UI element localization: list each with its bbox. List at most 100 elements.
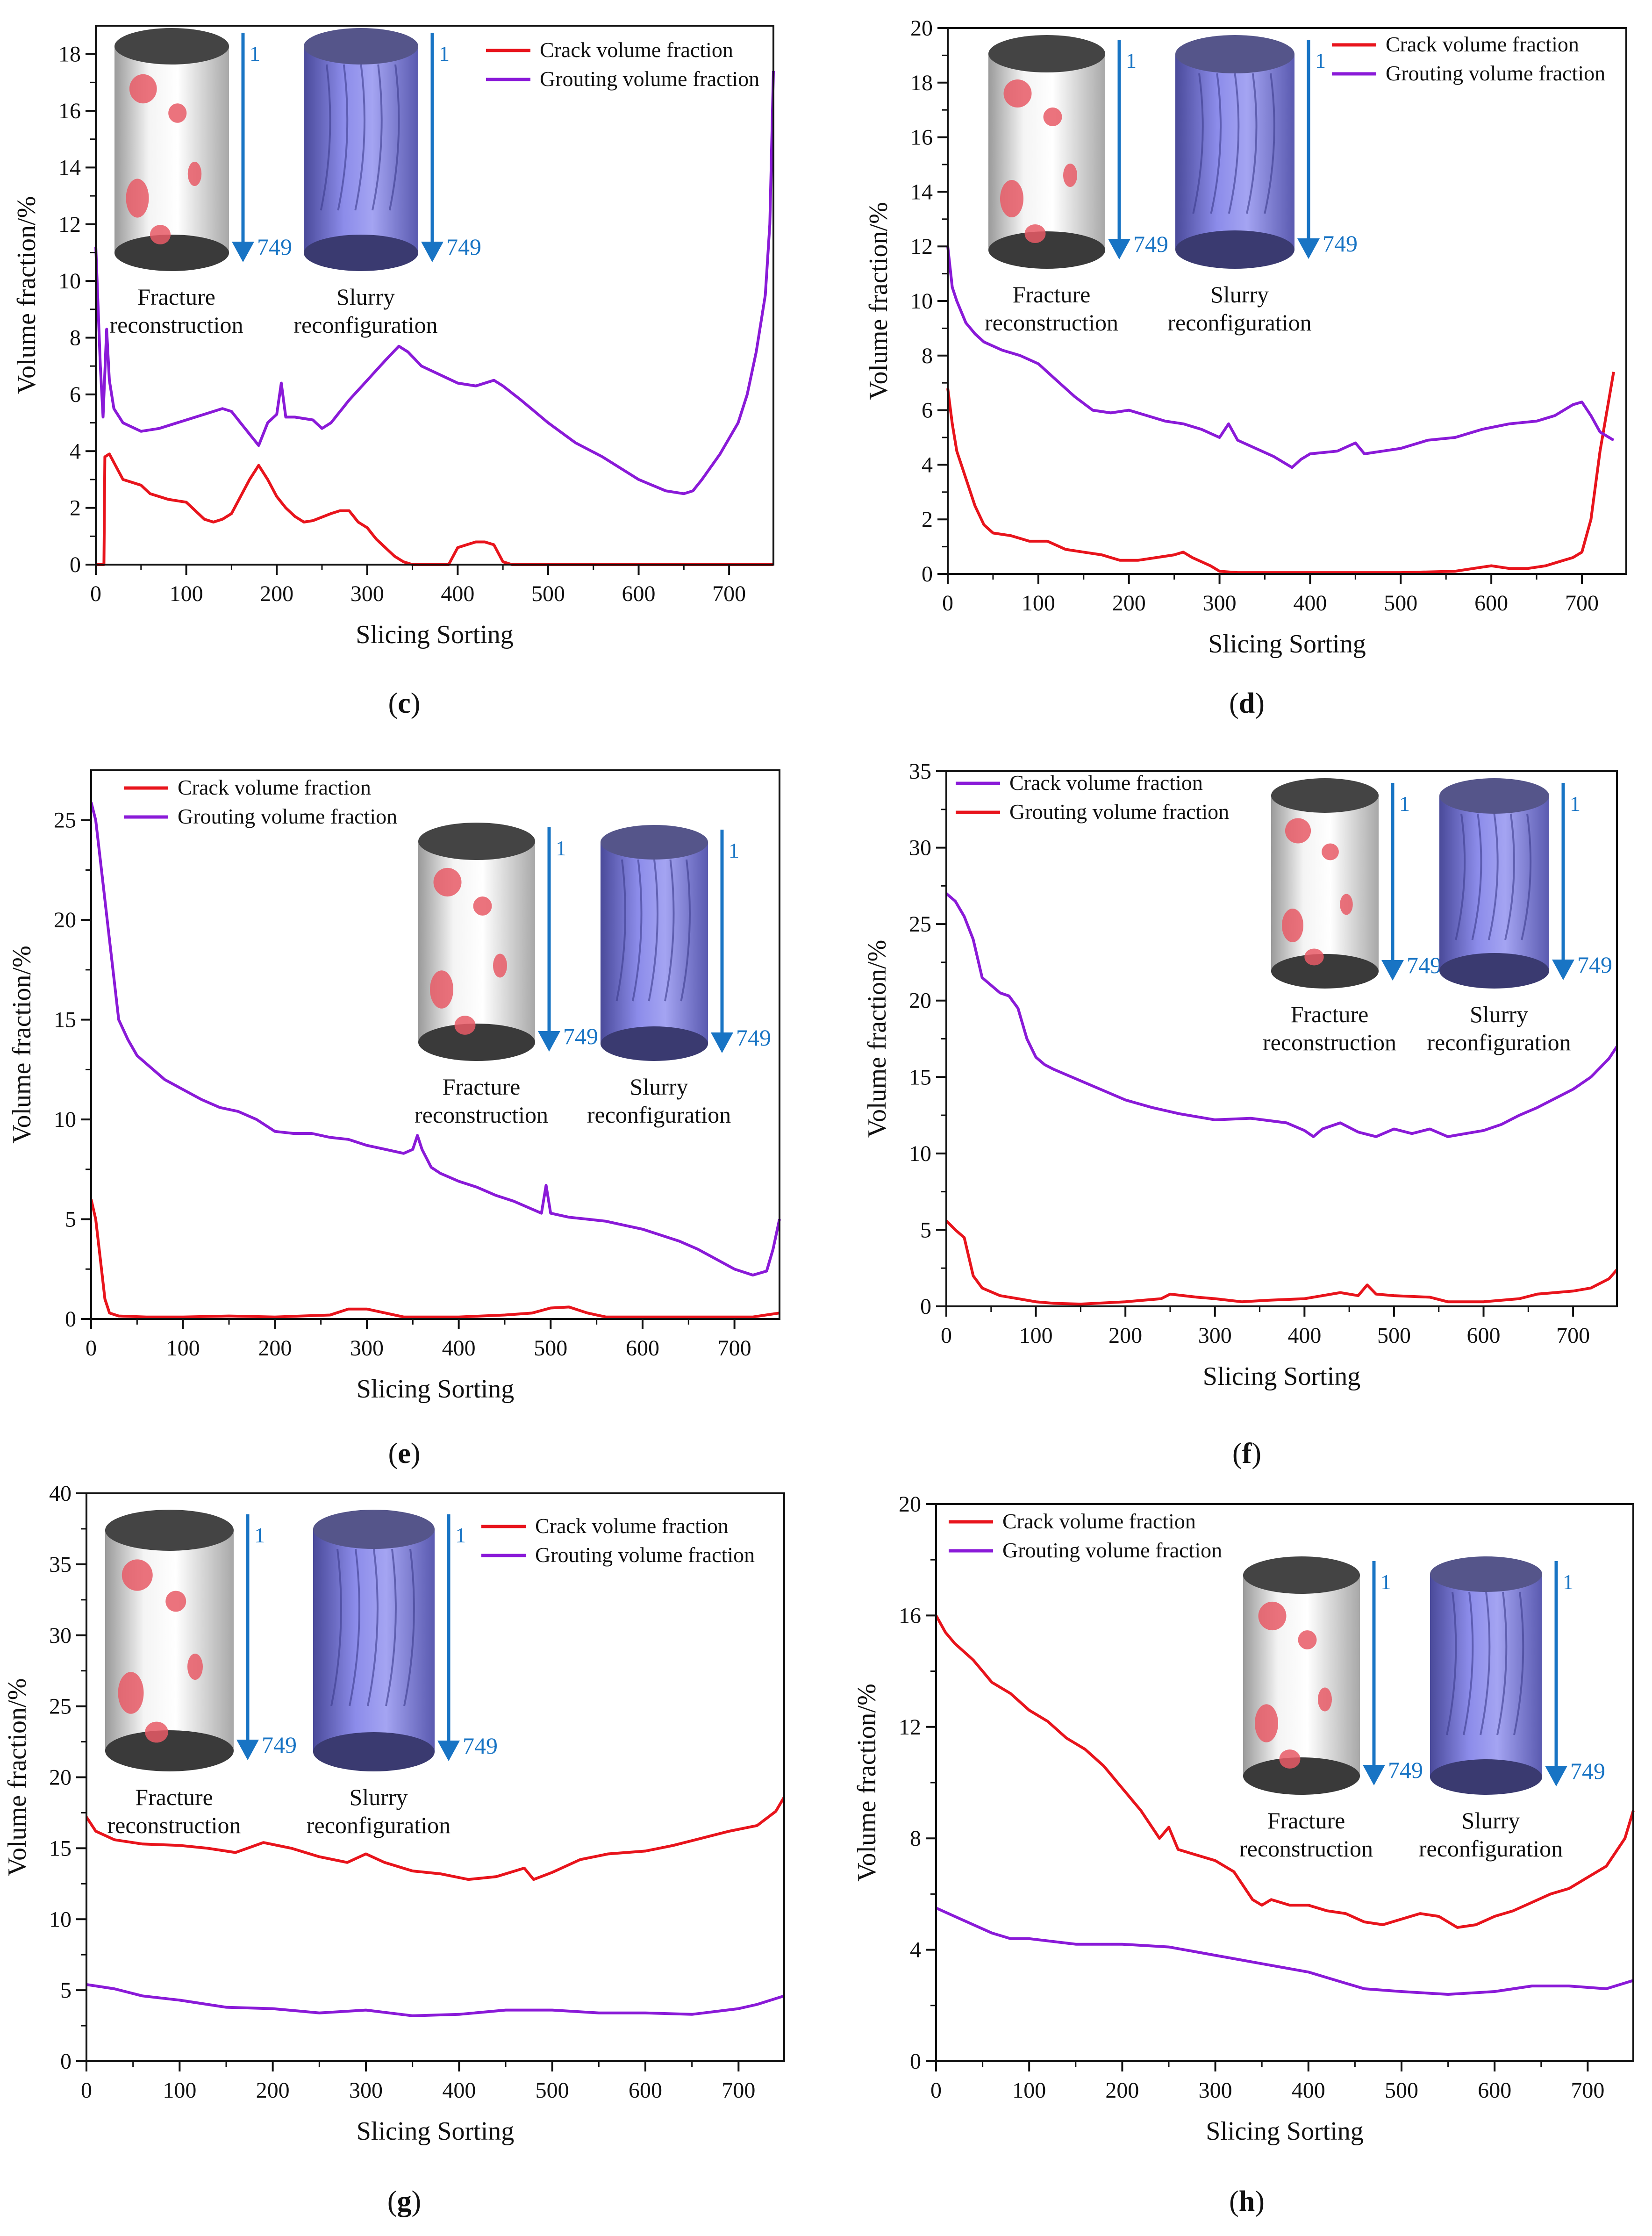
fracture-patch (1003, 79, 1032, 108)
legend-label-1: Crack volume fraction (535, 1514, 729, 1538)
slurry-streak (1488, 813, 1499, 940)
legend-label-2: Grouting volume fraction (1009, 800, 1229, 824)
series-line-1 (945, 892, 1618, 1138)
arrow-top-label: 1 (1126, 49, 1137, 72)
fracture-patch (187, 162, 202, 186)
panel-caption: (g) (387, 2186, 421, 2217)
y-tick-label: 35 (49, 1552, 72, 1577)
inset-caption-line-1: Slurry (630, 1074, 688, 1100)
series-line-2 (94, 71, 775, 495)
cylinder-bottom (313, 1732, 435, 1771)
inset-caption-line-1: Fracture (1291, 1001, 1369, 1027)
depth-arrow-head (1363, 1765, 1385, 1785)
x-tick-label: 300 (1198, 1323, 1232, 1348)
fracture-patch (1298, 1630, 1317, 1649)
cylinder-body (114, 46, 229, 253)
legend-label-2: Grouting volume fraction (178, 804, 397, 828)
depth-arrow-head (236, 1740, 259, 1760)
arrow-bottom-label: 749 (262, 1732, 297, 1758)
y-tick-label: 6 (922, 398, 933, 423)
y-tick-label: 15 (49, 1836, 72, 1861)
legend-label-2: Grouting volume fraction (1002, 1538, 1222, 1562)
arrow-bottom-label: 749 (257, 234, 292, 260)
caption-paren-open: ( (1229, 688, 1239, 719)
caption-paren-close: ) (1255, 2186, 1265, 2217)
fracture-patch (150, 225, 171, 244)
x-tick-label: 200 (1105, 2078, 1139, 2103)
arrow-bottom-label: 749 (1570, 1758, 1605, 1784)
inset-caption-line-2: reconfiguration (1427, 1029, 1571, 1055)
fracture-patch (1340, 894, 1353, 915)
x-tick-label: 400 (441, 581, 474, 606)
slurry-streak (680, 859, 691, 1002)
slurry-streak (337, 64, 349, 211)
x-tick-label: 0 (941, 1323, 952, 1348)
inset-caption-line-1: Fracture (1013, 281, 1091, 308)
cylinder-bottom (1439, 953, 1549, 989)
x-axis-label: Slicing Sorting (356, 620, 514, 649)
inset-caption-line-1: Slurry (1470, 1001, 1528, 1027)
y-tick-label: 0 (70, 552, 81, 577)
y-tick-label: 0 (920, 1294, 931, 1319)
cylinder-top (1430, 1556, 1542, 1592)
y-tick-label: 25 (54, 808, 76, 833)
caption-paren-open: ( (388, 1438, 398, 1469)
x-axis-label: Slicing Sorting (357, 2117, 515, 2146)
arrow-bottom-label: 749 (1577, 952, 1612, 978)
fracture-patch (1285, 818, 1311, 844)
slurry-streak (385, 1548, 397, 1706)
x-tick-label: 0 (942, 591, 953, 616)
series-line-2 (86, 1983, 785, 2017)
x-tick-label: 0 (90, 581, 101, 606)
fracture-patch (1063, 164, 1077, 187)
y-tick-label: 14 (910, 179, 933, 204)
slurry-streak (615, 859, 627, 1002)
cylinder-bottom (418, 1024, 535, 1061)
depth-arrow-head (1545, 1766, 1567, 1786)
depth-arrow-head (711, 1032, 733, 1053)
slurry-streak (1192, 73, 1204, 214)
y-tick-label: 5 (920, 1218, 931, 1242)
slurry-streak (648, 859, 659, 1002)
slurry-streak (1246, 73, 1258, 214)
depth-arrow-head (538, 1031, 560, 1052)
y-tick-label: 10 (910, 289, 933, 314)
inset-caption-line-2: reconstruction (1239, 1835, 1373, 1862)
y-tick-label: 8 (910, 1826, 921, 1851)
x-tick-label: 0 (86, 1336, 97, 1361)
arrow-bottom-label: 749 (1407, 952, 1442, 978)
y-tick-label: 10 (58, 269, 81, 294)
x-tick-label: 700 (718, 1336, 751, 1361)
legend-label-1: Crack volume fraction (1002, 1509, 1196, 1533)
series-line-1 (90, 1199, 780, 1319)
cylinder-top (1243, 1556, 1360, 1594)
x-tick-label: 200 (258, 1336, 292, 1361)
y-tick-label: 20 (910, 16, 933, 41)
panel-caption: (f) (1232, 1438, 1261, 1469)
series-line-1 (946, 372, 1615, 574)
cylinder-bottom (105, 1730, 234, 1771)
cylinder-top (304, 28, 418, 64)
x-tick-label: 500 (534, 1336, 567, 1361)
panel-label: f (1242, 1438, 1252, 1469)
fracture-patch (1279, 1749, 1301, 1769)
cylinder-body (313, 1529, 435, 1752)
x-tick-label: 100 (163, 2078, 196, 2103)
y-tick-label: 0 (60, 2049, 72, 2074)
inset-caption-line-2: reconstruction (415, 1102, 548, 1128)
x-tick-label: 500 (536, 2078, 569, 2103)
y-tick-label: 10 (54, 1107, 76, 1132)
caption-paren-open: ( (1232, 1438, 1242, 1469)
fracture-patch (168, 103, 187, 123)
fracture-patch (493, 953, 507, 978)
panel-caption: (d) (1229, 688, 1265, 719)
panel-label: e (398, 1438, 411, 1469)
arrow-top-label: 1 (254, 1523, 265, 1547)
x-tick-label: 300 (1203, 591, 1237, 616)
slurry-streak (372, 64, 383, 211)
x-tick-label: 100 (1012, 2078, 1046, 2103)
x-tick-label: 0 (930, 2078, 942, 2103)
arrow-bottom-label: 749 (1323, 230, 1358, 257)
